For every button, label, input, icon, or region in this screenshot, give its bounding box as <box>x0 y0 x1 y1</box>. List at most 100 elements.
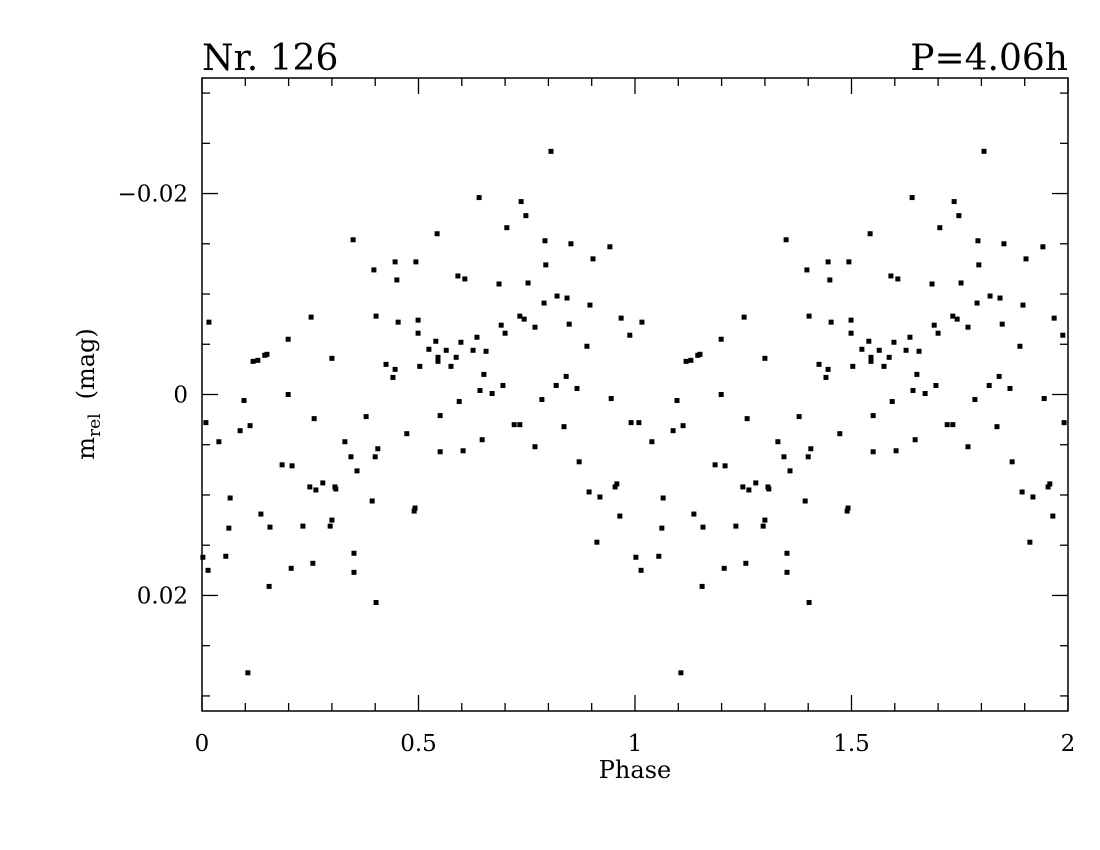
data-point <box>796 414 802 420</box>
data-point <box>443 347 449 353</box>
data-point <box>718 336 724 342</box>
data-point <box>614 481 620 487</box>
data-point <box>806 599 812 605</box>
data-point <box>1027 539 1033 545</box>
data-point <box>753 480 759 486</box>
data-point <box>548 148 554 154</box>
data-point <box>628 420 634 426</box>
data-point <box>226 525 232 531</box>
y-tick-label: −0.02 <box>118 182 188 208</box>
data-point <box>909 195 915 201</box>
y-label-unit: (mag) <box>72 328 100 399</box>
data-point <box>483 348 489 354</box>
data-point <box>476 195 482 201</box>
data-point <box>404 431 410 437</box>
data-point <box>395 319 401 325</box>
data-point <box>371 267 377 273</box>
x-tick-label: 0 <box>195 731 210 757</box>
data-point <box>553 382 559 388</box>
x-tick-label: 1.5 <box>833 731 870 757</box>
data-point <box>828 319 834 325</box>
data-point <box>392 366 398 372</box>
data-point <box>1030 494 1036 500</box>
data-point <box>823 374 829 380</box>
data-point <box>784 569 790 575</box>
data-point <box>329 355 335 361</box>
data-point <box>481 371 487 377</box>
data-point <box>974 300 980 306</box>
data-point <box>576 459 582 465</box>
data-point <box>827 277 833 283</box>
data-point <box>411 508 417 514</box>
data-point <box>636 420 642 426</box>
data-point <box>931 322 937 328</box>
data-point <box>320 480 326 486</box>
data-point <box>351 550 357 556</box>
data-point <box>500 382 506 388</box>
data-point <box>539 397 545 403</box>
data-point <box>584 343 590 349</box>
data-point <box>997 295 1003 301</box>
data-point <box>994 424 1000 430</box>
data-point <box>574 385 580 391</box>
data-point <box>691 511 697 517</box>
data-point <box>922 390 928 396</box>
data-point <box>250 358 256 364</box>
data-point <box>373 599 379 605</box>
data-point <box>489 390 495 396</box>
data-point <box>285 392 291 397</box>
data-point <box>1001 241 1007 247</box>
data-point <box>375 446 381 452</box>
data-point <box>639 319 645 325</box>
x-axis-label: Phase <box>599 756 671 784</box>
data-point <box>521 316 527 322</box>
data-point <box>744 416 750 422</box>
data-point <box>587 302 593 308</box>
data-point <box>363 414 369 420</box>
data-point <box>656 553 662 559</box>
data-point <box>937 225 943 231</box>
data-point <box>1007 385 1013 391</box>
data-point <box>200 554 206 560</box>
data-point <box>886 354 892 360</box>
data-point <box>660 495 666 501</box>
x-tick-label: 1 <box>628 731 643 757</box>
data-point <box>390 374 396 380</box>
data-point <box>850 363 856 369</box>
data-point <box>564 295 570 301</box>
data-point <box>351 569 357 575</box>
data-point <box>699 583 705 589</box>
data-point <box>649 439 655 445</box>
data-point <box>373 313 379 319</box>
data-point <box>329 517 335 523</box>
y-label-main: m <box>72 437 100 460</box>
data-point <box>561 424 567 430</box>
data-point <box>456 399 462 405</box>
y-label-sub: rel <box>85 413 105 437</box>
chart-subtitle: P=4.06h <box>910 38 1068 79</box>
data-point <box>722 463 728 469</box>
data-point <box>590 256 596 262</box>
data-point <box>627 332 633 338</box>
data-point <box>348 454 354 460</box>
data-point <box>267 524 273 530</box>
data-point <box>607 244 613 250</box>
data-point <box>433 338 439 344</box>
data-point <box>608 396 614 402</box>
data-point <box>825 366 831 372</box>
data-point <box>255 357 261 363</box>
data-point <box>916 348 922 354</box>
data-point <box>504 225 510 231</box>
data-point <box>981 148 987 154</box>
data-point <box>496 281 502 287</box>
data-point <box>950 313 956 319</box>
data-point <box>288 565 294 571</box>
data-point <box>455 273 461 279</box>
data-point <box>517 422 523 428</box>
data-point <box>965 324 971 330</box>
data-point <box>846 259 852 265</box>
data-point <box>354 468 360 474</box>
data-point <box>1041 396 1047 402</box>
data-point <box>279 462 285 468</box>
